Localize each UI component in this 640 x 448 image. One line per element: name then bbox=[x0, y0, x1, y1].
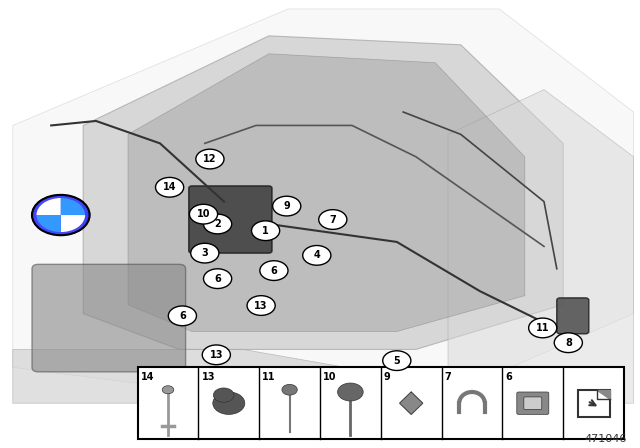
Circle shape bbox=[191, 243, 219, 263]
Wedge shape bbox=[36, 215, 61, 232]
PathPatch shape bbox=[13, 9, 634, 394]
Text: 11: 11 bbox=[536, 323, 550, 333]
Text: 8: 8 bbox=[565, 338, 572, 348]
FancyBboxPatch shape bbox=[557, 298, 589, 334]
FancyBboxPatch shape bbox=[578, 390, 610, 417]
Circle shape bbox=[554, 333, 582, 353]
Text: 14: 14 bbox=[163, 182, 177, 192]
FancyBboxPatch shape bbox=[32, 264, 186, 372]
Text: 9: 9 bbox=[384, 372, 391, 382]
Text: 6: 6 bbox=[506, 372, 513, 382]
Text: 14: 14 bbox=[141, 372, 154, 382]
Text: 6: 6 bbox=[179, 311, 186, 321]
Wedge shape bbox=[61, 215, 85, 232]
Wedge shape bbox=[61, 198, 85, 215]
Circle shape bbox=[252, 221, 280, 241]
Text: 13: 13 bbox=[209, 350, 223, 360]
Text: 13: 13 bbox=[202, 372, 215, 382]
Circle shape bbox=[168, 306, 196, 326]
Text: 7: 7 bbox=[330, 215, 336, 224]
Text: 471046: 471046 bbox=[585, 434, 627, 444]
FancyBboxPatch shape bbox=[524, 397, 541, 409]
Circle shape bbox=[383, 351, 411, 370]
Text: 10: 10 bbox=[323, 372, 337, 382]
Text: 4: 4 bbox=[314, 250, 320, 260]
Circle shape bbox=[212, 392, 245, 414]
Text: 11: 11 bbox=[262, 372, 276, 382]
Text: 9: 9 bbox=[284, 201, 290, 211]
Text: 6: 6 bbox=[271, 266, 277, 276]
Circle shape bbox=[529, 318, 557, 338]
Circle shape bbox=[196, 149, 224, 169]
PathPatch shape bbox=[448, 90, 634, 403]
PathPatch shape bbox=[128, 54, 525, 332]
PathPatch shape bbox=[13, 349, 448, 403]
FancyBboxPatch shape bbox=[189, 186, 272, 253]
Circle shape bbox=[247, 296, 275, 315]
Text: 7: 7 bbox=[445, 372, 452, 382]
Circle shape bbox=[32, 195, 90, 235]
Text: 1: 1 bbox=[262, 226, 269, 236]
PathPatch shape bbox=[83, 36, 563, 349]
Text: 10: 10 bbox=[196, 209, 211, 219]
FancyBboxPatch shape bbox=[138, 367, 624, 439]
Circle shape bbox=[260, 261, 288, 280]
Polygon shape bbox=[596, 390, 610, 399]
Polygon shape bbox=[399, 392, 422, 414]
Text: 2: 2 bbox=[214, 219, 221, 229]
Text: 12: 12 bbox=[203, 154, 217, 164]
Wedge shape bbox=[36, 198, 61, 215]
Circle shape bbox=[282, 384, 298, 395]
Circle shape bbox=[319, 210, 347, 229]
Text: 3: 3 bbox=[202, 248, 208, 258]
Text: 5: 5 bbox=[394, 356, 400, 366]
Text: 13: 13 bbox=[254, 301, 268, 310]
Text: 6: 6 bbox=[214, 274, 221, 284]
Circle shape bbox=[163, 386, 174, 394]
FancyBboxPatch shape bbox=[517, 392, 549, 414]
Circle shape bbox=[273, 196, 301, 216]
Circle shape bbox=[189, 204, 218, 224]
Circle shape bbox=[214, 388, 234, 402]
Circle shape bbox=[156, 177, 184, 197]
Circle shape bbox=[303, 246, 331, 265]
Circle shape bbox=[338, 383, 364, 401]
Circle shape bbox=[204, 269, 232, 289]
Circle shape bbox=[202, 345, 230, 365]
Circle shape bbox=[204, 214, 232, 234]
